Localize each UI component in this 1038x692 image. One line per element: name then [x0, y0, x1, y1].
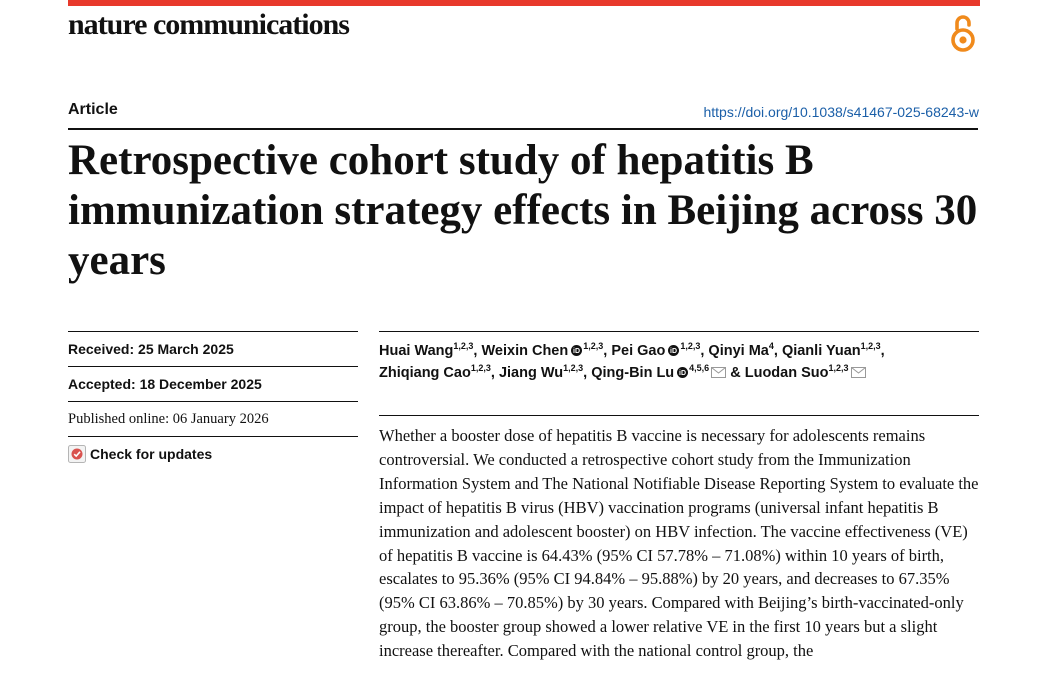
orcid-icon[interactable]: iD	[571, 345, 583, 356]
author-name-text: Jiang Wu	[498, 365, 564, 381]
author-separator: ,	[880, 343, 885, 359]
affiliation-marker: 1,2,3	[563, 363, 584, 373]
check-for-updates-icon	[68, 445, 86, 463]
author-name[interactable]: Qinyi Ma4	[708, 341, 774, 360]
author-separator: ,	[700, 343, 709, 359]
email-icon[interactable]	[711, 367, 727, 378]
author-separator: &	[726, 365, 745, 381]
received-date: Received: 25 March 2025	[68, 332, 358, 367]
affiliation-marker: 1,2,3	[680, 341, 701, 351]
check-for-updates-button[interactable]: Check for updates	[68, 445, 358, 463]
author-name-text: Qinyi Ma	[708, 343, 769, 359]
article-title: Retrospective cohort study of hepatitis …	[68, 128, 978, 286]
author-name-text: Qianli Yuan	[781, 343, 861, 359]
author-separator: ,	[603, 343, 612, 359]
author-name-text: Luodan Suo	[744, 365, 829, 381]
author-separator: ,	[490, 365, 499, 381]
affiliation-marker: 1,2,3	[470, 363, 491, 373]
affiliation-marker: 1,2,3	[860, 341, 881, 351]
check-for-updates-label: Check for updates	[90, 446, 213, 462]
article-type: Article	[68, 101, 118, 118]
affiliation-marker: 4	[768, 341, 774, 351]
orcid-icon[interactable]: iD	[668, 345, 680, 356]
doi-link[interactable]: https://doi.org/10.1038/s41467-025-68243…	[703, 104, 979, 120]
affiliation-marker: 4,5,6	[689, 363, 710, 373]
published-date: Published online: 06 January 2026	[68, 402, 358, 437]
author-name[interactable]: Weixin Chen iD 1,2,3	[481, 341, 604, 360]
author-separator: ,	[583, 365, 592, 381]
abstract-divider	[379, 415, 979, 416]
journal-color-bar	[68, 0, 980, 6]
accepted-date: Accepted: 18 December 2025	[68, 367, 358, 402]
author-name-text: Pei Gao	[611, 343, 666, 359]
author-name[interactable]: Luodan Suo1,2,3	[744, 363, 866, 381]
email-icon[interactable]	[850, 367, 866, 378]
author-separator: ,	[773, 343, 782, 359]
affiliation-marker: 1,2,3	[453, 341, 474, 351]
svg-text:iD: iD	[679, 370, 686, 377]
open-access-icon	[951, 15, 975, 52]
author-name-text: Zhiqiang Cao	[379, 365, 471, 381]
author-name-text: Qing-Bin Lu	[591, 365, 675, 381]
author-name[interactable]: Qianli Yuan1,2,3	[781, 341, 881, 360]
svg-text:iD: iD	[573, 348, 580, 355]
author-name[interactable]: Zhiqiang Cao1,2,3	[379, 363, 491, 382]
orcid-icon[interactable]: iD	[677, 367, 689, 378]
svg-text:iD: iD	[670, 348, 677, 355]
publication-dates: Received: 25 March 2025 Accepted: 18 Dec…	[68, 331, 358, 463]
author-name[interactable]: Pei Gao iD 1,2,3	[611, 341, 701, 360]
abstract-text: Whether a booster dose of hepatitis B va…	[379, 426, 979, 661]
journal-name[interactable]: nature communications	[68, 8, 350, 41]
author-list: Huai Wang1,2,3, Weixin Chen iD 1,2,3, Pei …	[379, 331, 979, 384]
affiliation-marker: 1,2,3	[583, 341, 604, 351]
author-name-text: Weixin Chen	[481, 343, 569, 359]
author-separator: ,	[473, 343, 482, 359]
author-name[interactable]: Qing-Bin Lu iD 4,5,6	[591, 363, 727, 381]
affiliation-marker: 1,2,3	[828, 363, 849, 373]
author-name-text: Huai Wang	[379, 343, 454, 359]
author-name[interactable]: Huai Wang1,2,3	[379, 341, 474, 360]
author-name[interactable]: Jiang Wu1,2,3	[498, 363, 584, 382]
